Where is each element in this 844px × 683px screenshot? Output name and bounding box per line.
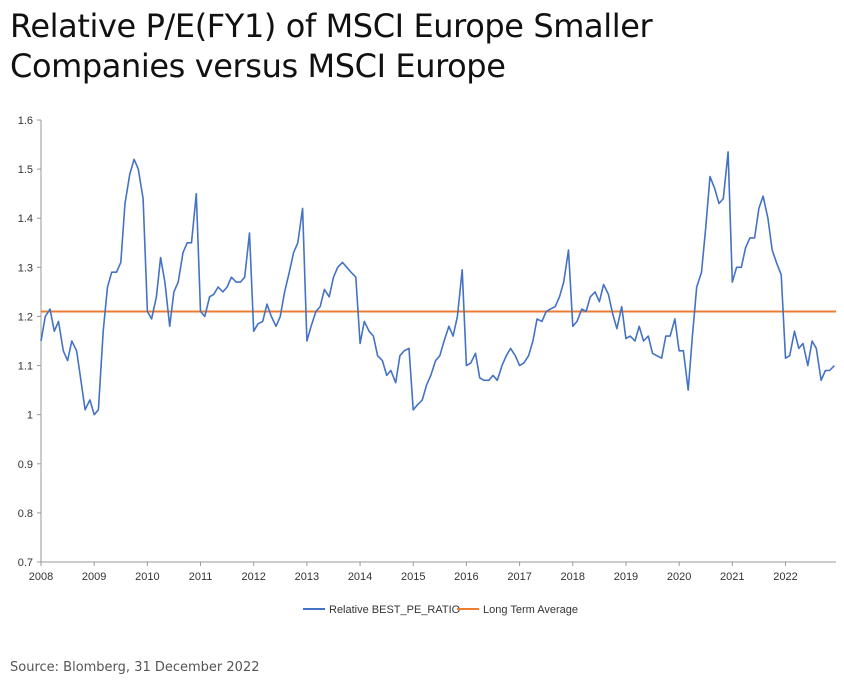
legend-label-relative-best-pe-ratio: Relative BEST_PE_RATIO: [329, 604, 461, 616]
x-tick-label: 2008: [29, 571, 53, 583]
x-tick-label: 2021: [720, 571, 744, 583]
line-chart: 0.7 0.8 0.9 1 1.1 1.2 1.3 1.4 1.5 1.6 2008 2009 201…: [18, 115, 836, 616]
y-tick-label: 1.6: [18, 115, 33, 127]
chart-legend: Relative BEST_PE_RATIO Long Term Average: [303, 604, 578, 616]
y-tick-label: 1.5: [18, 164, 33, 176]
source-note: Source: Blomberg, 31 December 2022: [10, 660, 260, 675]
x-tick-label: 2017: [507, 571, 531, 583]
chart-title-line-2: Companies versus MSCI Europe: [10, 47, 506, 85]
x-tick-label: 2020: [667, 571, 691, 583]
x-tick-label: 2018: [561, 571, 585, 583]
x-tick-label: 2009: [82, 571, 106, 583]
y-axis-ticks: 0.7 0.8 0.9 1 1.1 1.2 1.3 1.4 1.5 1.6: [18, 115, 41, 569]
x-tick-label: 2012: [241, 571, 265, 583]
chart-series: [40, 151, 836, 416]
x-tick-label: 2015: [401, 571, 425, 583]
y-tick-label: 0.7: [18, 557, 33, 569]
x-tick-label: 2013: [295, 571, 319, 583]
series-line-relative-best-pe-ratio: [40, 151, 835, 416]
y-tick-label: 1.1: [18, 361, 33, 373]
legend-label-long-term-average: Long Term Average: [483, 604, 578, 616]
x-axis-ticks: 2008 2009 2010 2011 2012 2013 2014 2015 2016 2017…: [29, 562, 798, 583]
y-tick-label: 1: [27, 410, 33, 422]
chart-title-line-1: Relative P/E(FY1) of MSCI Europe Smaller: [10, 7, 653, 45]
y-tick-label: 1.3: [18, 262, 33, 274]
y-tick-label: 0.8: [18, 508, 33, 520]
y-tick-label: 0.9: [18, 459, 33, 471]
chart-title: Relative P/E(FY1) of MSCI Europe Smaller…: [10, 6, 830, 86]
y-tick-label: 1.4: [18, 213, 33, 225]
x-tick-label: 2022: [773, 571, 797, 583]
x-tick-label: 2010: [135, 571, 159, 583]
x-tick-label: 2016: [454, 571, 478, 583]
x-tick-label: 2019: [614, 571, 638, 583]
y-tick-label: 1.2: [18, 311, 33, 323]
chart-axes: [40, 120, 836, 563]
x-tick-label: 2011: [189, 571, 213, 583]
x-tick-label: 2014: [348, 571, 372, 583]
